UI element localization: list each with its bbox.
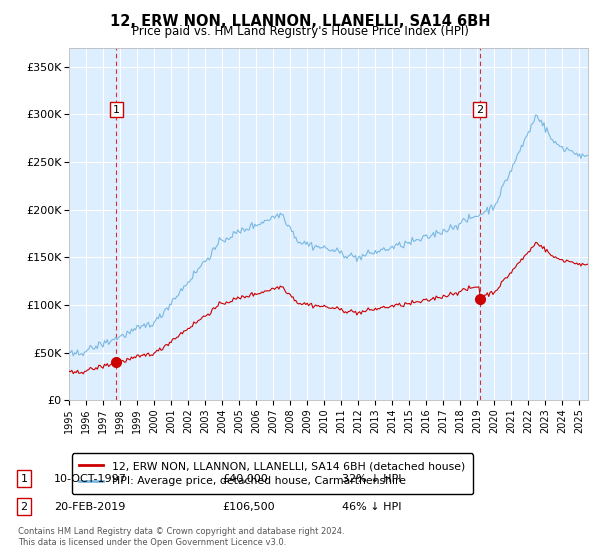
Text: Contains HM Land Registry data © Crown copyright and database right 2024.: Contains HM Land Registry data © Crown c… [18, 528, 344, 536]
Text: 12, ERW NON, LLANNON, LLANELLI, SA14 6BH: 12, ERW NON, LLANNON, LLANELLI, SA14 6BH [110, 14, 490, 29]
Text: 2: 2 [476, 105, 483, 115]
Text: £40,000: £40,000 [222, 474, 268, 484]
Text: 1: 1 [20, 474, 28, 484]
Legend: 12, ERW NON, LLANNON, LLANELLI, SA14 6BH (detached house), HPI: Average price, d: 12, ERW NON, LLANNON, LLANELLI, SA14 6BH… [72, 454, 473, 494]
Text: 2: 2 [20, 502, 28, 512]
Text: This data is licensed under the Open Government Licence v3.0.: This data is licensed under the Open Gov… [18, 538, 286, 547]
Text: 32% ↓ HPI: 32% ↓ HPI [342, 474, 401, 484]
Text: 46% ↓ HPI: 46% ↓ HPI [342, 502, 401, 512]
Text: Price paid vs. HM Land Registry's House Price Index (HPI): Price paid vs. HM Land Registry's House … [131, 25, 469, 38]
Text: 1: 1 [113, 105, 120, 115]
Text: 20-FEB-2019: 20-FEB-2019 [54, 502, 125, 512]
Text: £106,500: £106,500 [222, 502, 275, 512]
Text: 10-OCT-1997: 10-OCT-1997 [54, 474, 127, 484]
